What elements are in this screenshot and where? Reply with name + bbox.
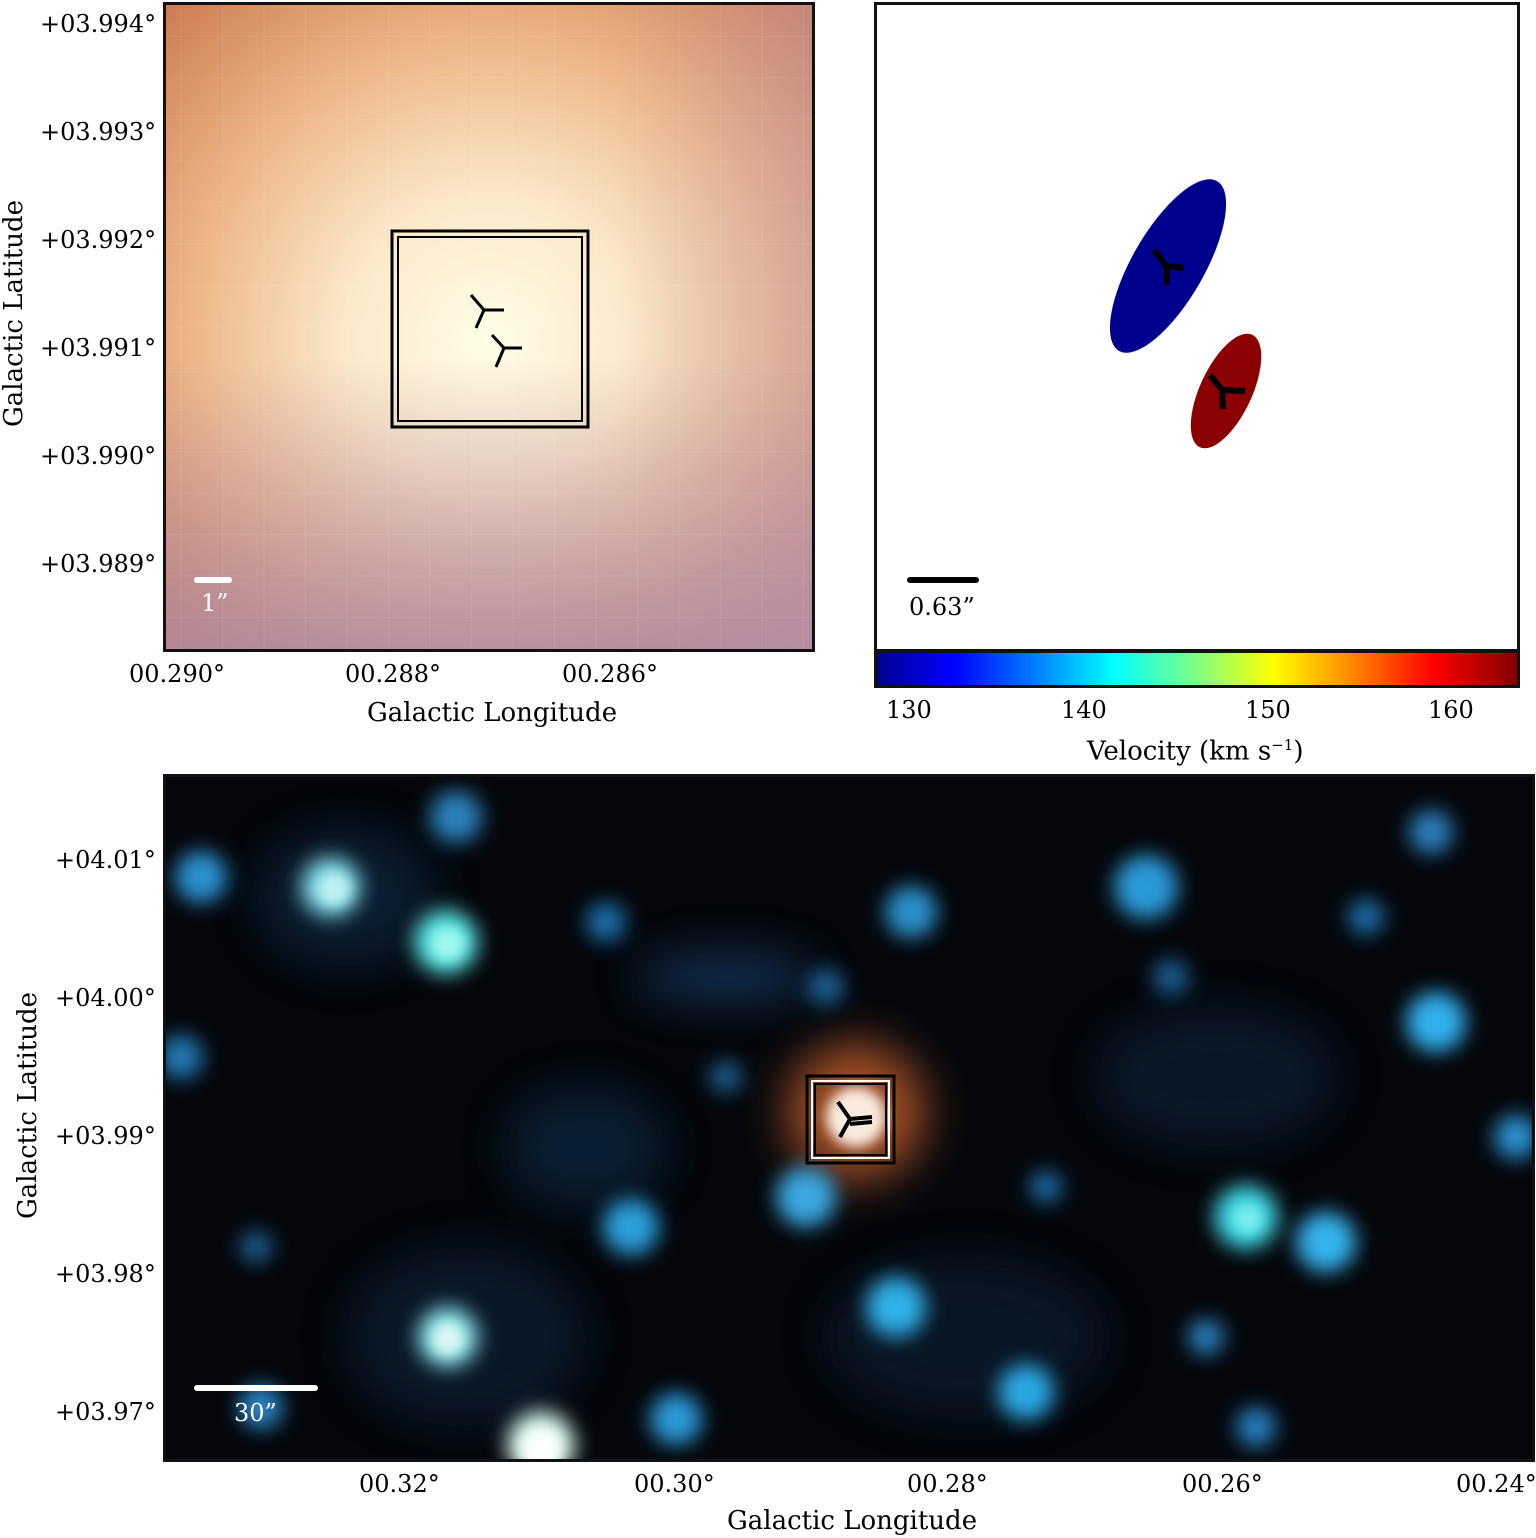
colorbar-tick: 130 [886,696,932,724]
x-axis-title: Galactic Longitude [367,698,618,728]
y-tick-label: +04.01° [55,846,156,874]
scale-label: 0.63” [909,593,975,621]
colorbar-title: Velocity (km s−1) [1087,736,1304,767]
scale-bar [907,577,979,583]
y-tick-label: +03.991° [40,334,157,362]
x-tick-label: 00.26° [1182,1470,1263,1498]
x-tick-label: 00.32° [359,1470,440,1498]
y-axis-title: Galactic Latitude [13,992,43,1219]
scale-label: 1” [201,589,229,617]
wide-field-image [166,791,1532,1459]
y-tick-label: +03.99° [55,1122,156,1150]
y-tick-label: +04.00° [55,984,156,1012]
y-tick-label: +03.994° [40,10,157,38]
scale-bar [194,1385,318,1391]
y-tick-label: +03.989° [40,550,157,578]
colorbar-tick: 140 [1061,696,1107,724]
source-marker-icon [836,1100,873,1138]
velocity-map-panel: 0.63” [874,2,1520,652]
target-box [390,229,590,429]
scale-bar [194,577,232,583]
zoom-image-panel: 1” [163,2,815,652]
source-marker-icon [469,294,522,368]
x-axis-title: Galactic Longitude [727,1506,978,1536]
scale-label: 30” [234,1399,277,1427]
y-axis-title: Galactic Latitude [0,200,29,427]
velocity-colorbar [874,650,1520,688]
y-tick-label: +03.993° [40,118,157,146]
x-tick-label: 00.288° [345,660,441,688]
x-tick-label: 00.24° [1456,1470,1536,1498]
x-tick-label: 00.286° [562,660,658,688]
x-tick-label: 00.290° [129,660,225,688]
x-tick-label: 00.28° [907,1470,988,1498]
x-tick-label: 00.30° [634,1470,715,1498]
y-tick-label: +03.990° [40,442,157,470]
colorbar-tick: 150 [1245,696,1291,724]
component-marker-icon [1151,248,1246,410]
target-box [805,1074,896,1165]
velocity-map [1109,179,1262,449]
colorbar-tick: 160 [1428,696,1474,724]
y-tick-label: +03.98° [55,1260,156,1288]
y-tick-label: +03.97° [55,1398,156,1426]
y-tick-label: +03.992° [40,226,157,254]
zoom-image [166,5,812,649]
wide-field-image-panel: 30” [163,774,1535,1462]
